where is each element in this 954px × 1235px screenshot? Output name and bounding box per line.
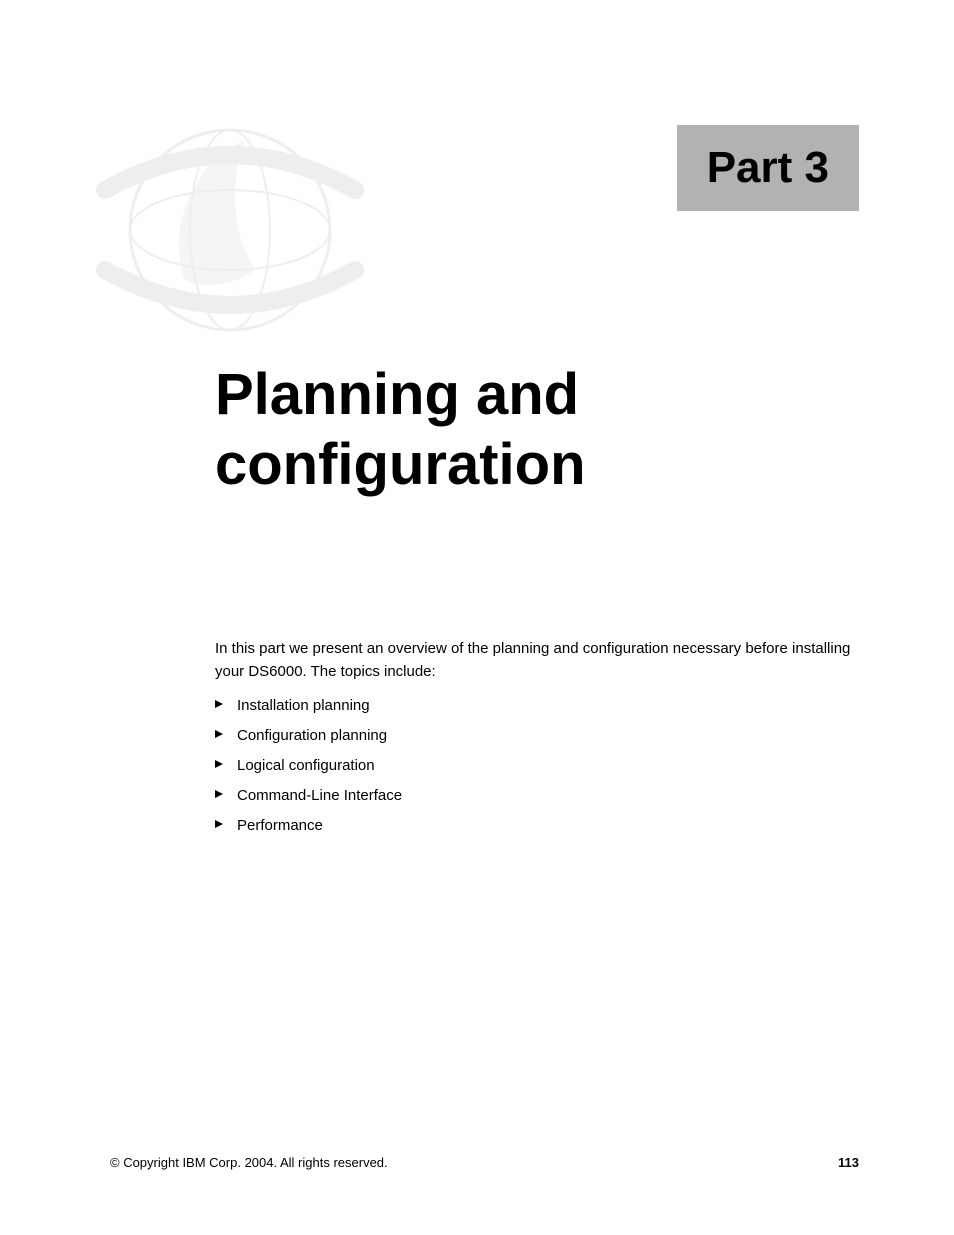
topic-label: Logical configuration: [237, 757, 375, 774]
topic-label: Installation planning: [237, 697, 370, 714]
part-badge: Part 3: [677, 125, 859, 211]
intro-paragraph: In this part we present an overview of t…: [215, 638, 859, 683]
list-item: Logical configuration: [215, 755, 859, 776]
list-item: Performance: [215, 815, 859, 836]
copyright-text: © Copyright IBM Corp. 2004. All rights r…: [110, 1155, 388, 1170]
title-line-2: configuration: [215, 432, 586, 497]
list-item: Configuration planning: [215, 725, 859, 746]
topic-label: Performance: [237, 817, 323, 834]
list-item: Installation planning: [215, 695, 859, 716]
page-number: 113: [838, 1155, 859, 1170]
topic-label: Configuration planning: [237, 727, 387, 744]
part-badge-label: Part 3: [707, 143, 829, 192]
topic-list: Installation planning Configuration plan…: [215, 695, 859, 845]
globe-watermark-icon: [75, 100, 385, 360]
topic-label: Command-Line Interface: [237, 787, 402, 804]
list-item: Command-Line Interface: [215, 785, 859, 806]
document-page: Part 3 Planning and configuration In thi…: [0, 0, 954, 1235]
page-title: Planning and configuration: [215, 360, 586, 499]
title-line-1: Planning and: [215, 362, 579, 427]
page-footer: © Copyright IBM Corp. 2004. All rights r…: [110, 1155, 859, 1170]
